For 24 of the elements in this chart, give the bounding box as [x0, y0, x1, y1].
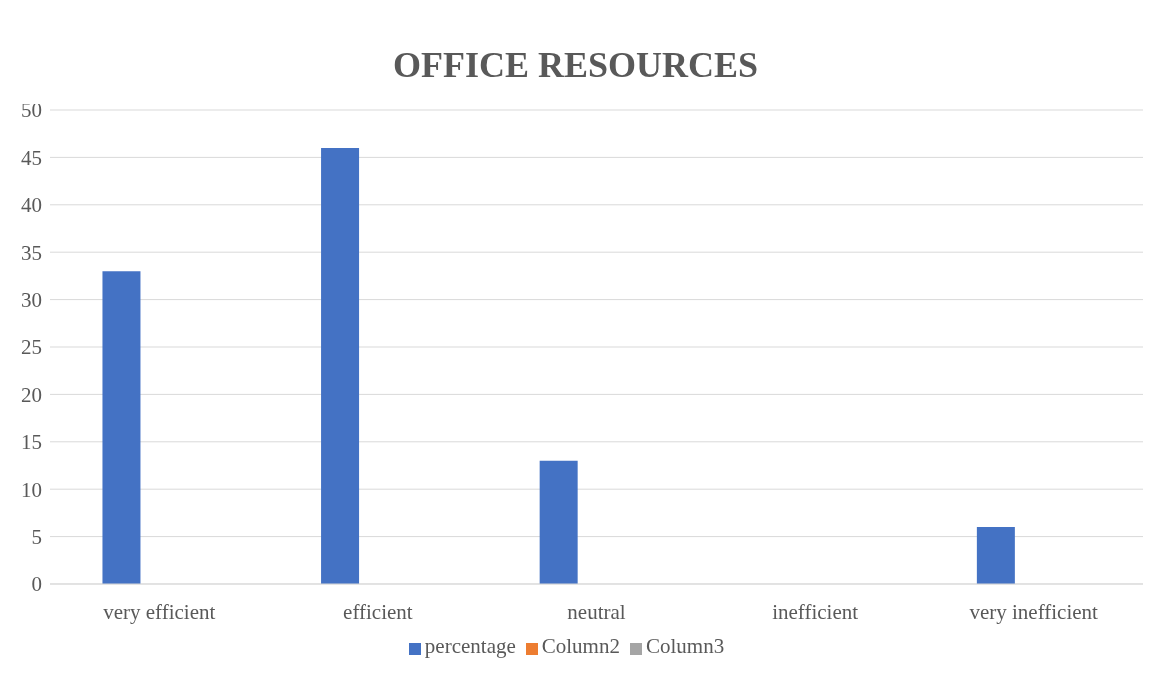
y-tick-label: 5 — [31, 525, 42, 550]
y-tick-label: 25 — [21, 335, 42, 360]
y-tick-label: 45 — [21, 145, 42, 170]
y-tick-label: 0 — [31, 572, 42, 597]
legend-label: Column3 — [645, 634, 725, 658]
x-tick-label: very inefficient — [969, 599, 1099, 624]
bar — [976, 527, 1015, 584]
y-tick-label: 15 — [21, 430, 42, 455]
y-tick-label: 20 — [21, 382, 42, 407]
y-tick-label: 35 — [21, 240, 42, 265]
x-tick-label: neutral — [567, 599, 626, 624]
chart-title: OFFICE RESOURCES — [392, 45, 759, 85]
x-tick-label: efficient — [343, 599, 413, 624]
x-tick-label: inefficient — [772, 599, 859, 624]
legend-label: percentage — [424, 634, 516, 658]
bar — [539, 460, 578, 584]
legend-label: Column2 — [541, 634, 620, 658]
y-tick-label: 30 — [21, 288, 42, 313]
bar — [321, 147, 360, 584]
y-tick-label: 40 — [21, 193, 42, 218]
y-tick-label: 10 — [21, 477, 42, 502]
bar — [102, 271, 141, 584]
x-tick-label: very efficient — [103, 599, 216, 624]
y-tick-label: 50 — [21, 98, 42, 123]
